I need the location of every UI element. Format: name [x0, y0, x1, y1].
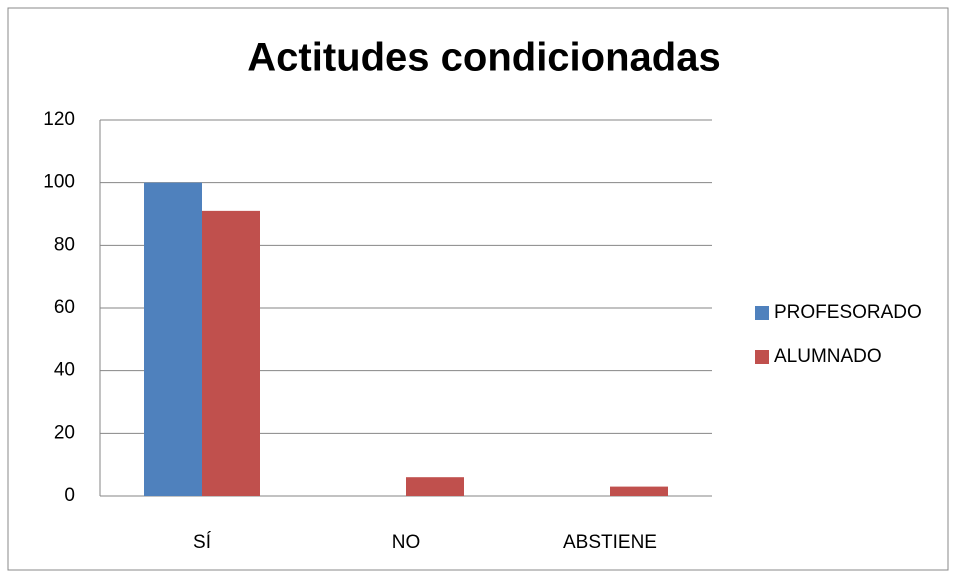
- legend-swatch: [755, 350, 769, 364]
- legend-label: PROFESORADO: [774, 302, 922, 323]
- y-tick-label: 20: [54, 422, 75, 443]
- bar: [202, 210, 260, 496]
- bar: [144, 182, 202, 496]
- y-tick-label: 80: [54, 234, 75, 255]
- bar: [406, 477, 464, 496]
- legend-label: ALUMNADO: [774, 346, 882, 367]
- x-tick-label: SÍ: [193, 532, 212, 553]
- y-tick-label: 40: [54, 360, 75, 381]
- bar: [610, 486, 668, 496]
- x-tick-label: NO: [392, 532, 421, 553]
- legend-swatch: [755, 306, 769, 320]
- y-tick-label: 0: [64, 485, 75, 506]
- chart-title: Actitudes condicionadas: [247, 36, 720, 80]
- y-tick-label: 100: [43, 172, 75, 193]
- y-tick-label: 120: [43, 109, 75, 130]
- y-tick-label: 60: [54, 297, 75, 318]
- x-tick-label: ABSTIENE: [563, 532, 657, 553]
